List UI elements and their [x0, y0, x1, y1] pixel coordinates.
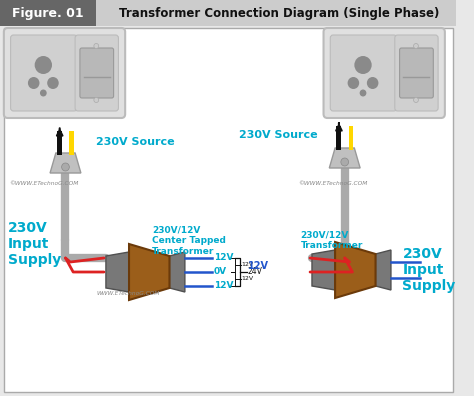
- Text: Supply: Supply: [8, 253, 61, 267]
- Circle shape: [413, 44, 419, 48]
- Polygon shape: [129, 244, 170, 300]
- Text: 12V: 12V: [214, 282, 233, 291]
- Polygon shape: [170, 252, 185, 292]
- Text: 12V: 12V: [214, 253, 233, 263]
- Text: ©WWW.ETechnoG.COM: ©WWW.ETechnoG.COM: [299, 181, 368, 186]
- Text: 230V/12V: 230V/12V: [301, 230, 349, 239]
- Circle shape: [355, 56, 372, 74]
- Circle shape: [94, 44, 99, 48]
- Text: Input: Input: [402, 263, 444, 277]
- Text: Center Tapped: Center Tapped: [152, 236, 226, 245]
- Text: 230V/12V: 230V/12V: [152, 225, 201, 234]
- Circle shape: [360, 89, 366, 97]
- Circle shape: [28, 77, 39, 89]
- FancyBboxPatch shape: [324, 28, 445, 118]
- Circle shape: [40, 89, 47, 97]
- Bar: [69, 131, 74, 155]
- Polygon shape: [50, 153, 81, 173]
- FancyBboxPatch shape: [330, 35, 397, 111]
- FancyBboxPatch shape: [395, 35, 438, 111]
- Text: 12V: 12V: [242, 276, 254, 282]
- Text: Transformer Connection Diagram (Single Phase): Transformer Connection Diagram (Single P…: [119, 6, 439, 19]
- Bar: [348, 126, 354, 150]
- FancyBboxPatch shape: [4, 28, 125, 118]
- Polygon shape: [312, 250, 335, 290]
- FancyBboxPatch shape: [4, 28, 453, 392]
- Polygon shape: [106, 252, 129, 292]
- Circle shape: [62, 163, 69, 171]
- FancyBboxPatch shape: [0, 0, 96, 26]
- Circle shape: [347, 77, 359, 89]
- Polygon shape: [375, 250, 391, 290]
- Polygon shape: [335, 242, 375, 298]
- Text: ©WWW.ETechnoG.COM: ©WWW.ETechnoG.COM: [9, 181, 79, 186]
- Circle shape: [341, 158, 348, 166]
- Text: Supply: Supply: [402, 279, 456, 293]
- Text: 230V: 230V: [8, 221, 47, 235]
- Text: Transformer: Transformer: [152, 247, 215, 256]
- Text: 12V: 12V: [242, 263, 254, 268]
- Text: WWW.ETechnoG.COM: WWW.ETechnoG.COM: [96, 291, 160, 296]
- Bar: [57, 131, 62, 155]
- Text: Input: Input: [8, 237, 49, 251]
- Polygon shape: [329, 148, 360, 168]
- Text: 12V: 12V: [248, 261, 269, 271]
- Text: 24V: 24V: [247, 268, 262, 276]
- Text: 230V Source: 230V Source: [239, 130, 318, 140]
- Text: 0V: 0V: [214, 268, 227, 276]
- Text: Transformer: Transformer: [301, 241, 363, 250]
- Text: 230V: 230V: [402, 247, 442, 261]
- Circle shape: [94, 97, 99, 103]
- Circle shape: [367, 77, 378, 89]
- Circle shape: [35, 56, 52, 74]
- FancyBboxPatch shape: [75, 35, 118, 111]
- Text: Figure. 01: Figure. 01: [12, 6, 84, 19]
- FancyBboxPatch shape: [80, 48, 114, 98]
- Text: 230V Source: 230V Source: [96, 137, 175, 147]
- FancyBboxPatch shape: [0, 0, 456, 26]
- FancyBboxPatch shape: [400, 48, 433, 98]
- Circle shape: [47, 77, 59, 89]
- FancyBboxPatch shape: [10, 35, 77, 111]
- Bar: [336, 126, 341, 150]
- Circle shape: [413, 97, 419, 103]
